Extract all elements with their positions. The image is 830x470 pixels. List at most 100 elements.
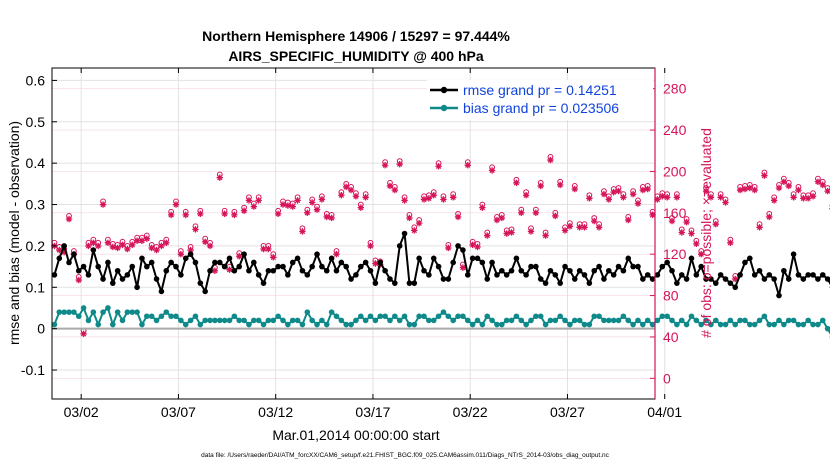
bias-point xyxy=(800,321,807,328)
obs-evaluated-marker xyxy=(697,250,705,258)
obs-possible-marker xyxy=(678,226,685,233)
bias-point xyxy=(440,309,447,315)
obs-evaluated-marker xyxy=(420,196,428,203)
bias-point xyxy=(669,317,675,324)
obs-possible-marker xyxy=(581,221,588,228)
obs-possible-marker xyxy=(129,238,136,245)
obs-evaluated-marker xyxy=(56,246,63,254)
y2-tick-label: 40 xyxy=(663,329,679,345)
rmse-point xyxy=(241,251,247,257)
obs-possible-marker xyxy=(435,160,442,167)
x-tick-label: 03/12 xyxy=(258,404,293,420)
bias-point xyxy=(216,317,223,324)
bias-point xyxy=(766,321,773,328)
obs-evaluated-marker xyxy=(547,156,554,164)
rmse-point xyxy=(51,272,58,278)
rmse-point xyxy=(790,251,797,257)
bias-point xyxy=(625,317,632,324)
rmse-point xyxy=(416,255,422,262)
obs-evaluated-marker xyxy=(114,244,121,252)
obs-evaluated-marker xyxy=(673,194,681,201)
bias-point xyxy=(557,313,563,320)
rmse-point xyxy=(148,259,155,266)
obs-possible-marker xyxy=(367,239,374,246)
obs-possible-marker xyxy=(664,191,671,198)
obs-possible-marker xyxy=(479,201,486,208)
rmse-point xyxy=(85,272,92,278)
bias-point xyxy=(678,317,685,324)
rmse-point xyxy=(421,267,427,274)
rmse-point xyxy=(80,263,87,270)
obs-evaluated-marker xyxy=(566,223,574,230)
bias-point xyxy=(255,317,262,324)
obs-evaluated-marker xyxy=(119,241,126,249)
rmse-point xyxy=(571,276,578,282)
rmse-point xyxy=(105,259,111,266)
rmse-point xyxy=(139,255,145,262)
obs-evaluated-marker xyxy=(192,226,199,233)
rmse-point xyxy=(251,259,257,266)
obs-possible-marker xyxy=(416,217,423,223)
y2-tick-label: 160 xyxy=(663,205,687,221)
rmse-point xyxy=(294,255,301,262)
obs-possible-marker xyxy=(294,194,301,201)
obs-evaluated-marker xyxy=(177,250,185,258)
obs-possible-marker xyxy=(241,204,247,211)
obs-evaluated-marker xyxy=(819,181,826,189)
bias-series-line xyxy=(53,307,830,335)
obs-possible-marker xyxy=(328,211,335,218)
obs-possible-marker xyxy=(314,203,320,210)
rmse-point xyxy=(601,276,607,282)
obs-evaluated-marker xyxy=(522,192,530,199)
rmse-point xyxy=(231,267,238,274)
obs-possible-marker xyxy=(474,240,481,247)
bias-point xyxy=(338,317,345,324)
rmse-point xyxy=(178,272,184,278)
bias-point xyxy=(134,309,140,315)
obs-evaluated-marker xyxy=(411,227,418,234)
obs-evaluated-marker xyxy=(542,232,549,239)
obs-possible-marker xyxy=(182,208,189,215)
bias-point xyxy=(85,317,92,324)
y-tick-label: 0.5 xyxy=(26,114,46,130)
bias-point xyxy=(596,313,602,320)
rmse-point xyxy=(182,255,189,262)
obs-possible-marker xyxy=(785,179,792,186)
obs-evaluated-marker xyxy=(732,275,739,283)
bias-point xyxy=(178,317,184,324)
bias-point xyxy=(66,309,72,315)
bias-point xyxy=(260,321,267,328)
rmse-point xyxy=(114,267,121,274)
rmse-point xyxy=(377,259,384,266)
bias-point xyxy=(571,317,578,324)
obs-evaluated-marker xyxy=(250,203,258,210)
rmse-point xyxy=(382,267,388,274)
bias-point xyxy=(280,317,286,324)
obs-possible-marker xyxy=(362,191,369,198)
obs-evaluated-marker xyxy=(702,187,710,195)
obs-evaluated-marker xyxy=(785,182,792,190)
bias-point xyxy=(362,317,369,324)
obs-evaluated-marker xyxy=(824,187,830,195)
obs-possible-marker xyxy=(790,191,797,198)
bias-point xyxy=(712,317,719,324)
rmse-point xyxy=(742,259,748,266)
obs-evaluated-marker xyxy=(167,211,175,219)
y2-tick-label: 120 xyxy=(663,246,687,262)
obs-evaluated-marker xyxy=(308,199,316,206)
obs-possible-marker xyxy=(494,214,500,220)
rmse-point xyxy=(221,263,228,270)
obs-evaluated-marker xyxy=(99,201,107,208)
bias-point xyxy=(552,317,559,324)
bias-point xyxy=(815,321,821,328)
obs-possible-marker xyxy=(173,198,179,205)
rmse-point xyxy=(776,292,782,299)
obs-possible-marker xyxy=(484,229,491,236)
rmse-point xyxy=(698,263,704,270)
bias-point xyxy=(421,313,427,320)
x-tick-label: 03/22 xyxy=(453,404,488,420)
bias-point xyxy=(649,321,656,328)
obs-possible-marker xyxy=(669,215,675,221)
rmse-point xyxy=(494,272,500,278)
bias-point xyxy=(323,321,330,328)
